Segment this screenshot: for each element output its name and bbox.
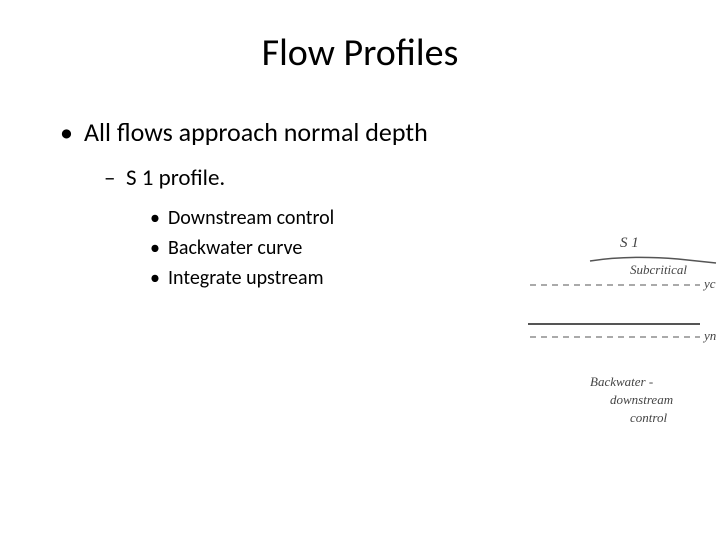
bullet-level3-a: Downstream control <box>150 206 680 230</box>
sketch-dashed-line-yc <box>530 283 700 287</box>
sketch-dashed-line-yn <box>530 335 700 339</box>
sketch-solid-line <box>528 323 700 325</box>
sketch-label-yn: yn <box>704 329 716 343</box>
bullet-level1: All flows approach normal depth <box>60 116 680 148</box>
bullet3a-text: Downstream control <box>168 206 334 230</box>
slide-title: Flow Profiles <box>40 30 680 76</box>
sketch-label-yc: yc <box>704 277 716 291</box>
sketch-label-s1: S 1 <box>620 235 639 252</box>
sketch-label-control: control <box>630 411 667 425</box>
sketch-label-subcritical: Subcritical <box>630 263 687 277</box>
slide-container: Flow Profiles All flows approach normal … <box>0 0 720 540</box>
bullet3c-text: Integrate upstream <box>168 266 324 290</box>
bullet1-text: All flows approach normal depth <box>84 116 428 148</box>
handwritten-sketch: S 1 Subcritical yc yn Backwater - downst… <box>510 235 720 445</box>
bullet2-text: S 1 profile. <box>126 164 225 192</box>
sketch-label-downstream: downstream <box>610 393 673 407</box>
bullet3b-text: Backwater curve <box>168 236 302 260</box>
sketch-label-backwater: Backwater - <box>590 375 653 389</box>
bullet-level2: S 1 profile. <box>104 164 680 192</box>
